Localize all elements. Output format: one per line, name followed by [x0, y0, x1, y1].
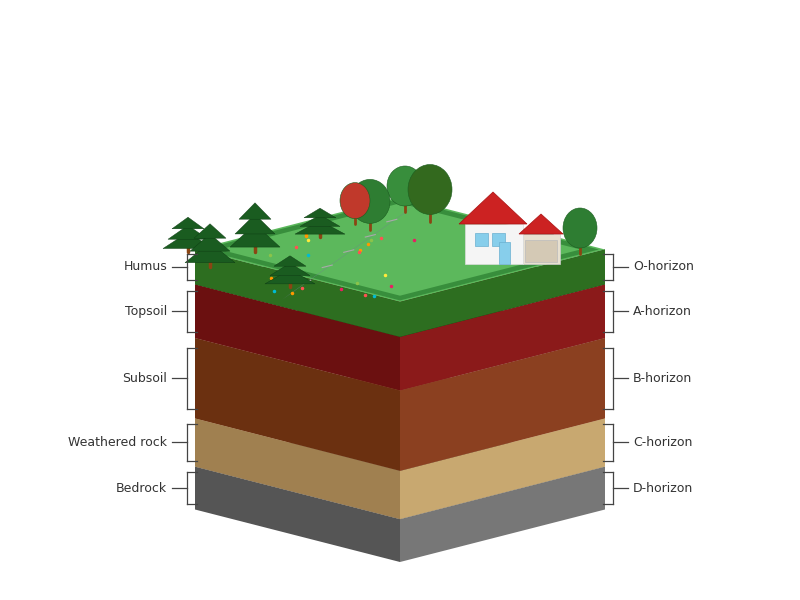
Polygon shape — [400, 467, 605, 562]
FancyBboxPatch shape — [492, 233, 505, 246]
Polygon shape — [194, 224, 226, 238]
Polygon shape — [195, 338, 400, 471]
Text: Humus: Humus — [123, 260, 167, 274]
Polygon shape — [295, 221, 345, 234]
Polygon shape — [400, 250, 605, 337]
Ellipse shape — [387, 166, 423, 206]
Polygon shape — [282, 205, 416, 300]
Polygon shape — [400, 284, 605, 391]
Polygon shape — [400, 250, 605, 337]
Polygon shape — [400, 338, 605, 471]
Polygon shape — [519, 214, 563, 234]
Polygon shape — [201, 199, 599, 301]
Polygon shape — [195, 414, 605, 519]
Polygon shape — [459, 192, 527, 224]
Text: C-horizon: C-horizon — [633, 436, 692, 449]
Polygon shape — [195, 467, 400, 562]
Polygon shape — [185, 242, 235, 263]
Polygon shape — [265, 269, 315, 284]
FancyBboxPatch shape — [475, 233, 488, 246]
Text: Topsoil: Topsoil — [125, 305, 167, 317]
Ellipse shape — [350, 179, 390, 223]
Text: B-horizon: B-horizon — [633, 371, 692, 385]
Polygon shape — [230, 224, 280, 247]
Polygon shape — [300, 215, 340, 226]
Polygon shape — [239, 203, 271, 219]
Polygon shape — [190, 234, 230, 251]
Polygon shape — [195, 197, 605, 302]
Polygon shape — [195, 284, 400, 391]
Polygon shape — [235, 214, 275, 234]
Polygon shape — [195, 366, 605, 471]
Polygon shape — [195, 250, 400, 337]
Polygon shape — [400, 418, 605, 519]
Polygon shape — [304, 208, 336, 218]
FancyBboxPatch shape — [465, 224, 523, 264]
Ellipse shape — [563, 208, 597, 248]
Ellipse shape — [408, 164, 452, 214]
Polygon shape — [523, 234, 560, 264]
Text: Subsoil: Subsoil — [122, 371, 167, 385]
Text: Weathered rock: Weathered rock — [68, 436, 167, 449]
Ellipse shape — [340, 182, 370, 218]
Polygon shape — [195, 286, 605, 391]
Polygon shape — [172, 217, 204, 229]
Polygon shape — [219, 203, 581, 296]
Polygon shape — [211, 201, 589, 298]
Text: Bedrock: Bedrock — [116, 482, 167, 494]
Polygon shape — [270, 263, 310, 275]
Polygon shape — [195, 418, 400, 519]
Polygon shape — [195, 250, 400, 337]
Ellipse shape — [536, 223, 554, 255]
FancyBboxPatch shape — [499, 242, 510, 264]
Text: A-horizon: A-horizon — [633, 305, 692, 317]
Polygon shape — [195, 232, 605, 337]
Polygon shape — [274, 256, 306, 266]
Polygon shape — [163, 232, 213, 248]
FancyBboxPatch shape — [525, 240, 557, 262]
Text: D-horizon: D-horizon — [633, 482, 694, 494]
Polygon shape — [168, 226, 208, 239]
Text: O-horizon: O-horizon — [633, 260, 694, 274]
